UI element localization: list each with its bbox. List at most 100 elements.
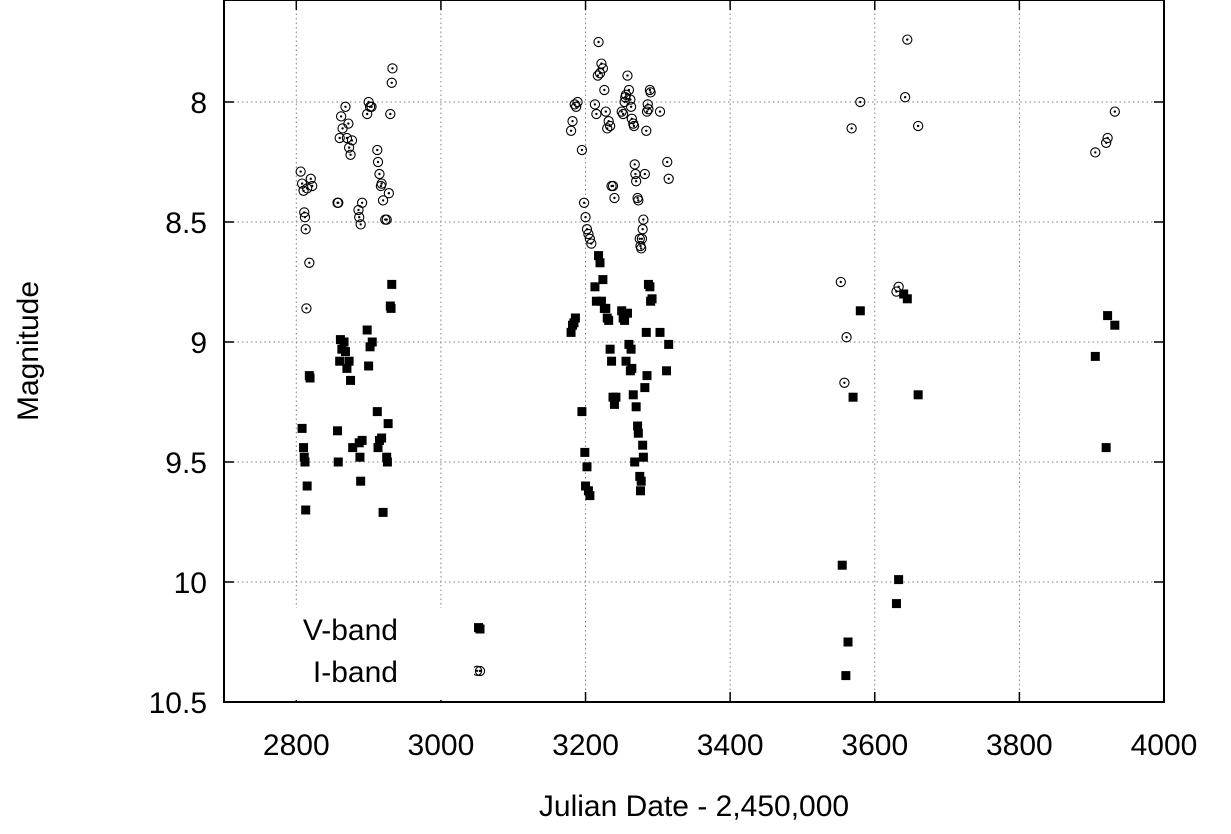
i-band-point xyxy=(631,176,642,187)
v-band-point xyxy=(631,402,641,412)
v-band-point xyxy=(348,443,358,453)
v-band-point xyxy=(333,426,343,436)
x-axis-label: Julian Date - 2,450,000 xyxy=(539,790,849,823)
legend-marker-v-band xyxy=(475,624,485,634)
v-band-point xyxy=(569,318,579,328)
i-band-point xyxy=(637,224,648,235)
v-band-point xyxy=(382,457,392,467)
v-band-point xyxy=(604,315,614,325)
v-band-point xyxy=(902,294,912,304)
i-band-point xyxy=(307,180,318,192)
y-tick-label: 9 xyxy=(190,327,207,360)
v-band-point xyxy=(640,383,650,393)
v-band-point xyxy=(581,481,591,491)
v-band-point xyxy=(626,344,636,354)
i-band-point xyxy=(607,180,619,192)
v-band-point xyxy=(641,327,651,337)
v-band-point xyxy=(848,392,858,402)
v-band-point xyxy=(605,344,615,354)
i-band-point xyxy=(899,92,911,103)
i-band-point xyxy=(641,106,653,117)
i-band-point xyxy=(354,212,365,223)
v-band-point xyxy=(590,282,600,292)
v-band-point xyxy=(635,471,645,481)
legend-label-i-band: I-band xyxy=(313,656,398,689)
i-band-point xyxy=(381,214,392,225)
v-band-point xyxy=(387,279,397,289)
i-band-point xyxy=(835,276,846,288)
v-band-point xyxy=(630,457,640,467)
v-band-point xyxy=(636,476,646,486)
v-band-point xyxy=(566,327,576,337)
legend: V-band I-band xyxy=(228,608,486,700)
i-band-point xyxy=(340,101,351,112)
i-band-point xyxy=(628,120,640,132)
v-band-point xyxy=(372,407,382,417)
i-band-point xyxy=(654,106,666,117)
y-axis-ticks: 8 8.5 9 9.5 10 10.5 xyxy=(149,87,1164,720)
x-tick-label: 3400 xyxy=(697,729,764,762)
y-tick-label: 8.5 xyxy=(165,207,207,240)
v-band-point xyxy=(638,452,648,462)
i-band-point xyxy=(372,156,384,168)
v-band-point xyxy=(1090,351,1100,361)
v-band-point xyxy=(596,296,606,306)
i-band-point xyxy=(633,195,644,206)
v-band-point xyxy=(355,452,365,462)
v-band-point xyxy=(609,399,619,409)
i-band-point xyxy=(643,104,654,115)
series-v-band xyxy=(297,251,1120,681)
v-band-point xyxy=(333,457,343,467)
v-band-point xyxy=(664,339,674,349)
i-band-point xyxy=(599,84,610,96)
i-band-point xyxy=(629,159,640,170)
v-band-point xyxy=(621,356,631,366)
i-band-point xyxy=(356,197,368,208)
v-band-point xyxy=(300,457,310,467)
v-band-point xyxy=(1101,443,1111,453)
i-band-point xyxy=(300,224,311,235)
i-band-point xyxy=(576,144,588,156)
y-tick-label: 10.5 xyxy=(149,687,207,720)
v-band-point xyxy=(305,373,315,383)
v-band-point xyxy=(628,390,638,400)
i-band-point xyxy=(645,87,656,98)
i-band-point xyxy=(902,34,913,45)
i-band-point xyxy=(622,70,633,81)
v-band-point xyxy=(585,491,595,501)
i-band-point xyxy=(366,101,377,112)
v-band-point xyxy=(335,356,345,366)
v-band-point xyxy=(1103,311,1113,321)
i-band-point xyxy=(337,123,348,134)
i-band-point xyxy=(1090,147,1101,158)
x-tick-label: 3600 xyxy=(841,729,908,762)
i-band-point xyxy=(386,77,397,88)
i-band-point xyxy=(345,149,356,160)
v-band-point xyxy=(642,371,652,381)
v-band-point xyxy=(383,419,393,429)
v-band-point xyxy=(899,289,909,299)
legend-label-v-band: V-band xyxy=(303,614,398,647)
v-band-point xyxy=(617,306,627,316)
x-tick-label: 4000 xyxy=(1131,729,1198,762)
v-band-point xyxy=(386,303,396,313)
legend-markers xyxy=(474,624,486,677)
i-band-point xyxy=(855,96,866,108)
x-axis-ticks: 2800 3000 3200 3400 3600 3800 4000 xyxy=(263,0,1197,762)
v-band-point xyxy=(855,306,865,316)
v-band-point xyxy=(299,452,309,462)
v-band-point xyxy=(843,637,853,647)
series-i-band xyxy=(295,34,1120,676)
grid-lines xyxy=(224,0,1164,702)
v-band-point xyxy=(645,282,655,292)
i-band-point xyxy=(600,106,611,117)
i-band-point xyxy=(372,144,383,156)
x-tick-label: 3800 xyxy=(986,729,1053,762)
i-band-point xyxy=(295,166,306,177)
i-band-point xyxy=(580,212,591,223)
v-band-point xyxy=(382,452,392,462)
i-band-point xyxy=(578,197,590,208)
v-band-point xyxy=(339,337,349,347)
i-band-point xyxy=(913,120,924,132)
